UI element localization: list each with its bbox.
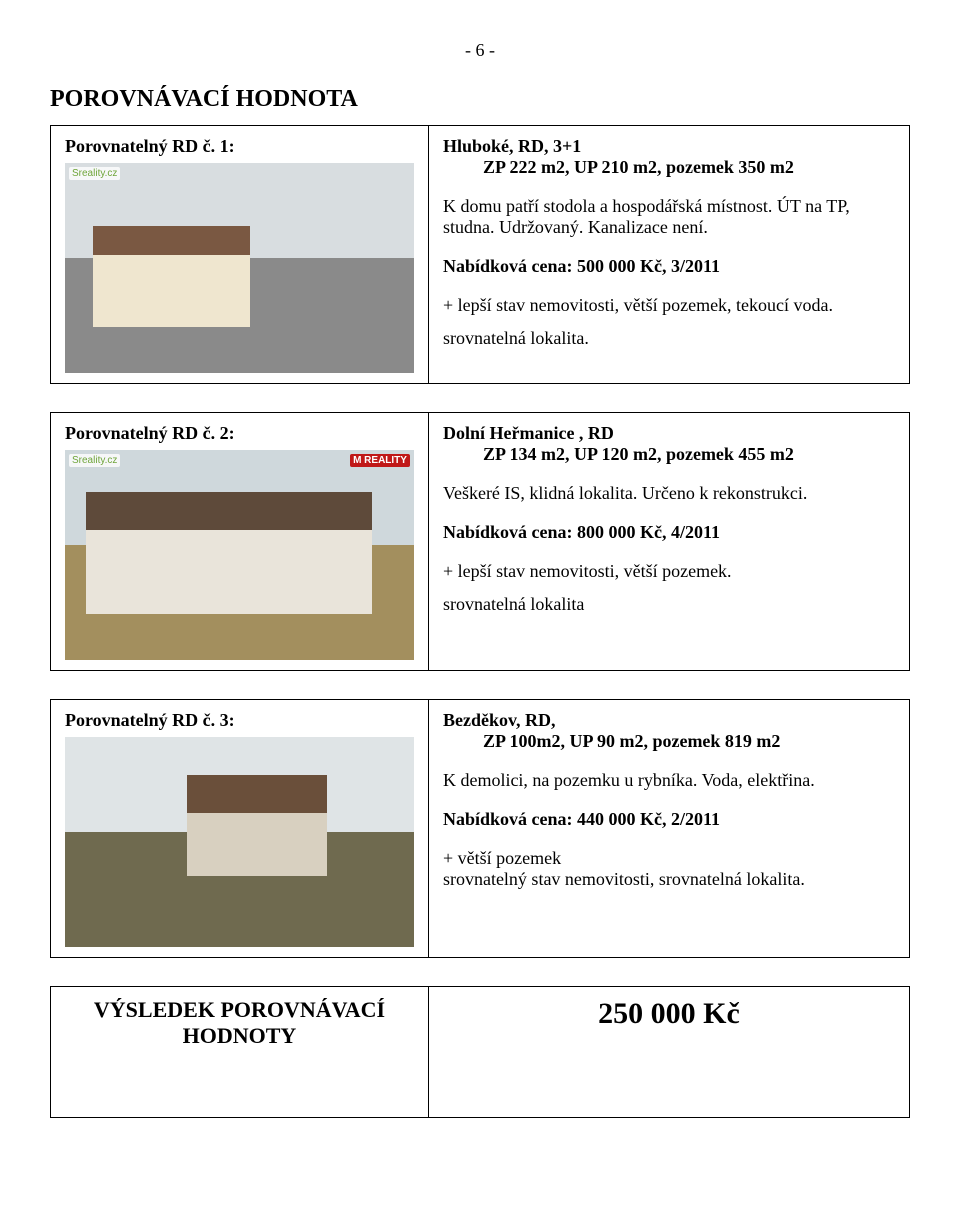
- comparable-3-plus: + větší pozemek: [443, 848, 895, 869]
- photo-house: [86, 530, 372, 614]
- comparable-3-offer: Nabídková cena: 440 000 Kč, 2/2011: [443, 809, 895, 830]
- photo-roof: [86, 492, 372, 534]
- comparable-3-table: Porovnatelný RD č. 3: Bezděkov, RD, ZP 1…: [50, 699, 910, 958]
- comparable-3-left: Porovnatelný RD č. 3:: [51, 700, 429, 958]
- photo-house: [187, 813, 327, 876]
- comparable-1-plus: + lepší stav nemovitosti, větší pozemek,…: [443, 295, 895, 316]
- comparable-1-right: Hluboké, RD, 3+1 ZP 222 m2, UP 210 m2, p…: [428, 126, 909, 384]
- comparable-2-title: Dolní Heřmanice , RD: [443, 423, 895, 444]
- watermark-sreality: Sreality.cz: [69, 454, 120, 467]
- result-table: VÝSLEDEK POROVNÁVACÍ HODNOTY 250 000 Kč: [50, 986, 910, 1118]
- comparable-1-title: Hluboké, RD, 3+1: [443, 136, 895, 157]
- result-value: 250 000 Kč: [443, 997, 895, 1031]
- comparable-3-photo: [65, 737, 414, 947]
- comparable-2-photo: Sreality.cz M REALITY: [65, 450, 414, 660]
- result-label-cell: VÝSLEDEK POROVNÁVACÍ HODNOTY: [51, 987, 429, 1118]
- photo-house: [93, 255, 250, 326]
- watermark-sreality: Sreality.cz: [69, 167, 120, 180]
- result-value-cell: 250 000 Kč: [428, 987, 909, 1118]
- comparable-1-label: Porovnatelný RD č. 1:: [65, 136, 414, 157]
- comparable-2-loc: srovnatelná lokalita: [443, 594, 895, 615]
- comparable-2-table: Porovnatelný RD č. 2: Sreality.cz M REAL…: [50, 412, 910, 671]
- comparable-2-label: Porovnatelný RD č. 2:: [65, 423, 414, 444]
- comparable-1-desc: K domu patří stodola a hospodářská místn…: [443, 196, 895, 238]
- watermark-mreality: M REALITY: [350, 454, 410, 467]
- comparable-1-loc: srovnatelná lokalita.: [443, 328, 895, 349]
- comparable-1-photo: Sreality.cz: [65, 163, 414, 373]
- page-number: - 6 -: [50, 40, 910, 61]
- comparable-3-right: Bezděkov, RD, ZP 100m2, UP 90 m2, pozeme…: [428, 700, 909, 958]
- result-label-line2: HODNOTY: [65, 1023, 414, 1049]
- comparable-2-sub: ZP 134 m2, UP 120 m2, pozemek 455 m2: [483, 444, 895, 465]
- comparable-3-loc: srovnatelný stav nemovitosti, srovnateln…: [443, 869, 895, 890]
- comparable-2-right: Dolní Heřmanice , RD ZP 134 m2, UP 120 m…: [428, 413, 909, 671]
- comparable-3-desc: K demolici, na pozemku u rybníka. Voda, …: [443, 770, 895, 791]
- comparable-2-offer: Nabídková cena: 800 000 Kč, 4/2011: [443, 522, 895, 543]
- comparable-2-plus: + lepší stav nemovitosti, větší pozemek.: [443, 561, 895, 582]
- photo-roof: [187, 775, 327, 817]
- result-label-line1: VÝSLEDEK POROVNÁVACÍ: [65, 997, 414, 1023]
- comparable-1-offer: Nabídková cena: 500 000 Kč, 3/2011: [443, 256, 895, 277]
- comparable-3-title: Bezděkov, RD,: [443, 710, 895, 731]
- comparable-1-sub: ZP 222 m2, UP 210 m2, pozemek 350 m2: [483, 157, 895, 178]
- comparable-2-desc: Veškeré IS, klidná lokalita. Určeno k re…: [443, 483, 895, 504]
- section-title: POROVNÁVACÍ HODNOTA: [50, 86, 910, 113]
- comparable-1-table: Porovnatelný RD č. 1: Sreality.cz Hlubok…: [50, 125, 910, 384]
- comparable-3-label: Porovnatelný RD č. 3:: [65, 710, 414, 731]
- comparable-2-left: Porovnatelný RD č. 2: Sreality.cz M REAL…: [51, 413, 429, 671]
- comparable-1-left: Porovnatelný RD č. 1: Sreality.cz: [51, 126, 429, 384]
- comparable-3-sub: ZP 100m2, UP 90 m2, pozemek 819 m2: [483, 731, 895, 752]
